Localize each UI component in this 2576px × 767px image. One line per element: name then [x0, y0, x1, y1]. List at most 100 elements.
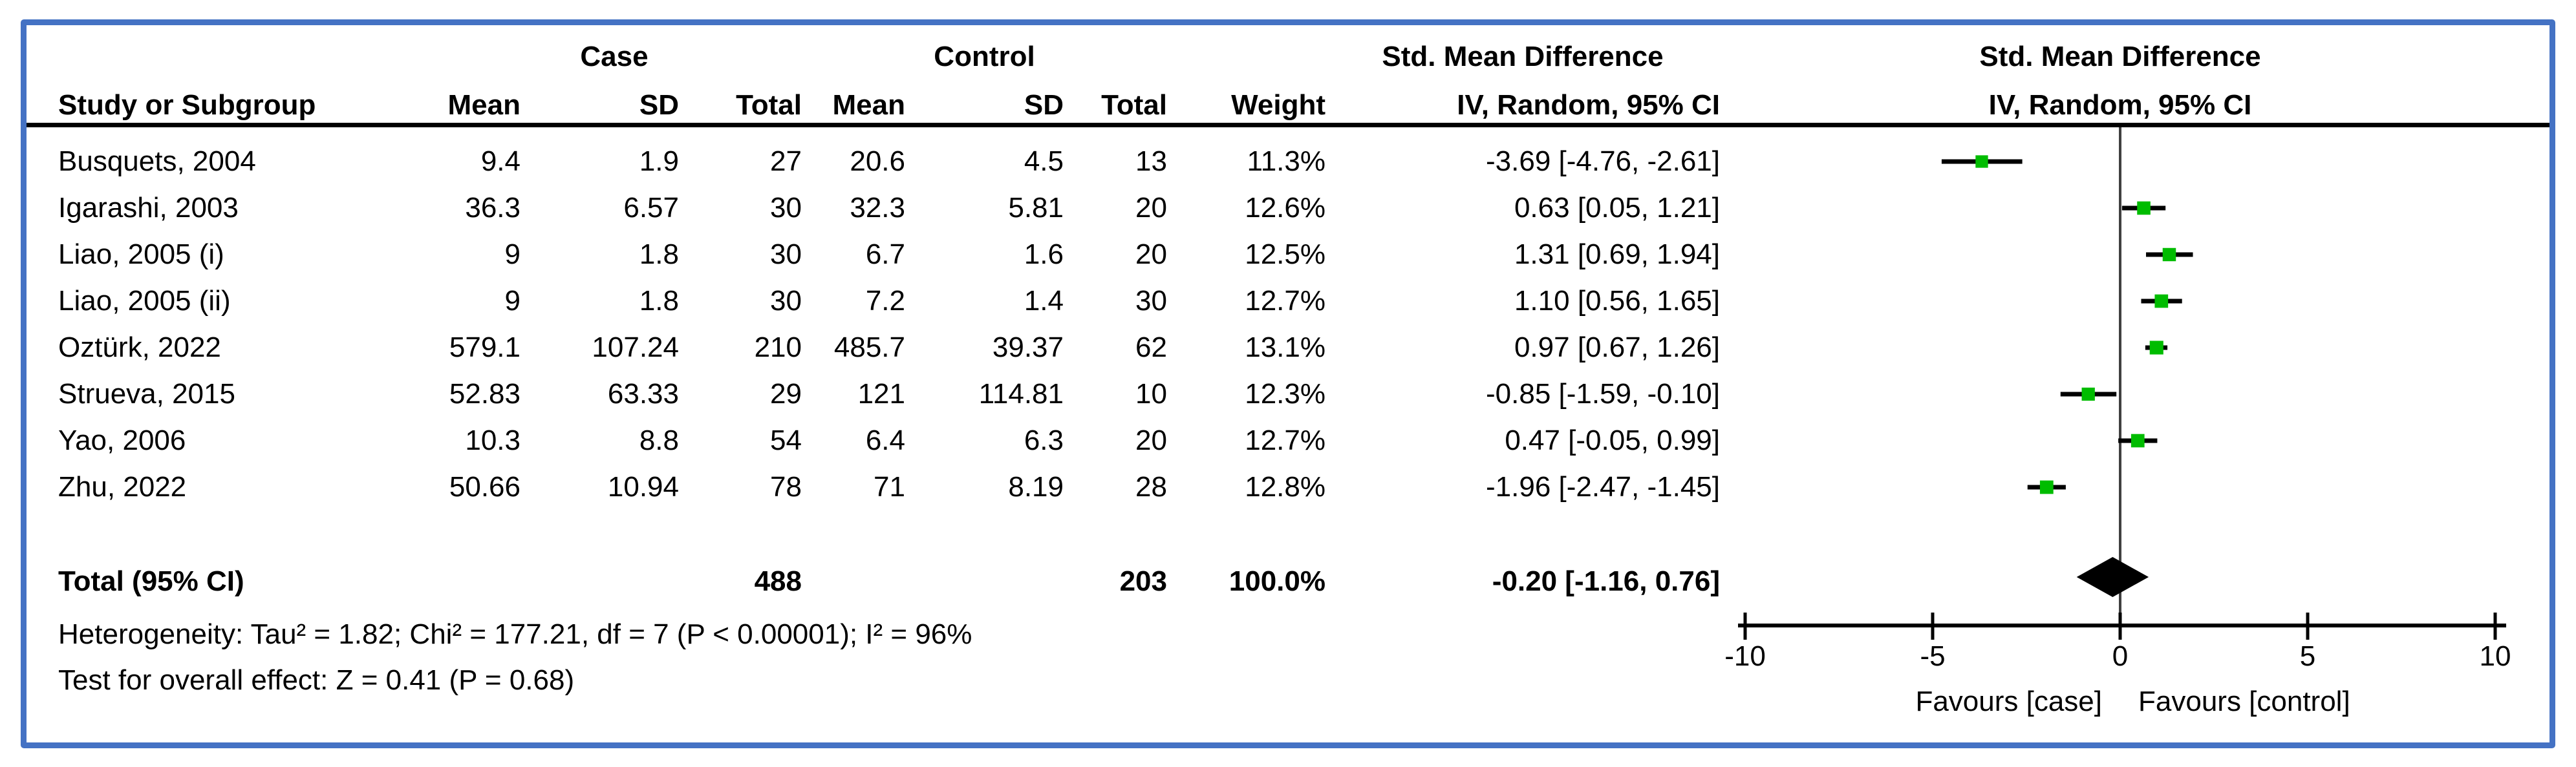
ctrl-total: 30 [1135, 285, 1167, 317]
case-total: 210 [754, 331, 802, 363]
case-mean: 579.1 [449, 331, 521, 363]
total-row: Total (95% CI) 488 203 100.0% -0.20 [-1.… [0, 558, 2576, 605]
group-header-control: Control [934, 41, 1035, 72]
study-name: Strueva, 2015 [58, 378, 235, 410]
ctrl-mean: 32.3 [850, 192, 905, 224]
case-mean: 10.3 [465, 425, 521, 456]
case-total: 78 [770, 471, 802, 503]
col-header-case-sd: SD [639, 89, 679, 121]
ctrl-total: 20 [1135, 425, 1167, 456]
ctrl-total: 28 [1135, 471, 1167, 503]
col-header-ctrl-total: Total [1101, 89, 1167, 121]
case-mean: 50.66 [449, 471, 521, 503]
smd-ci: -3.69 [-4.76, -2.61] [1486, 145, 1720, 177]
ctrl-mean: 20.6 [850, 145, 905, 177]
case-mean: 9 [504, 285, 521, 317]
ctrl-sd: 4.5 [1024, 145, 1064, 177]
ctrl-total: 10 [1135, 378, 1167, 410]
table-row: Liao, 2005 (ii) 9 1.8 30 7.2 1.4 30 12.7% 1.10 [… [0, 278, 2576, 324]
smd-ci: 1.10 [0.56, 1.65] [1514, 285, 1720, 317]
ctrl-sd: 1.6 [1024, 238, 1064, 270]
ctrl-total: 62 [1135, 331, 1167, 363]
study-name: Igarashi, 2003 [58, 192, 239, 224]
ctrl-sd: 114.81 [978, 378, 1064, 410]
overall-effect-note: Test for overall effect: Z = 0.41 (P = 0… [58, 664, 575, 696]
total-case-total: 488 [754, 565, 802, 597]
heterogeneity-note: Heterogeneity: Tau² = 1.82; Chi² = 177.2… [58, 618, 972, 650]
ctrl-sd: 8.19 [1008, 471, 1064, 503]
total-smd-ci: -0.20 [-1.16, 0.76] [1492, 565, 1720, 597]
ctrl-total: 20 [1135, 238, 1167, 270]
table-row: Busquets, 2004 9.4 1.9 27 20.6 4.5 13 11.3% -3.6… [0, 138, 2576, 185]
plot-header-line1: Std. Mean Difference [1979, 41, 2261, 72]
study-name: Busquets, 2004 [58, 145, 256, 177]
ctrl-mean: 71 [874, 471, 905, 503]
case-total: 30 [770, 285, 802, 317]
smd-ci: -1.96 [-2.47, -1.45] [1486, 471, 1720, 503]
smd-ci: 1.31 [0.69, 1.94] [1514, 238, 1720, 270]
ctrl-mean: 485.7 [833, 331, 905, 363]
group-header-smd: Std. Mean Difference [1382, 41, 1664, 72]
smd-ci: -0.85 [-1.59, -0.10] [1486, 378, 1720, 410]
table-row: Liao, 2005 (i) 9 1.8 30 6.7 1.6 20 12.5% 1.31 [0… [0, 231, 2576, 278]
case-mean: 9 [504, 238, 521, 270]
ctrl-total: 20 [1135, 192, 1167, 224]
case-sd: 6.57 [623, 192, 679, 224]
case-total: 54 [770, 425, 802, 456]
case-total: 27 [770, 145, 802, 177]
table-row: Zhu, 2022 50.66 10.94 78 71 8.19 28 12.8% -1.96 … [0, 464, 2576, 510]
weight: 12.6% [1245, 192, 1326, 224]
study-name: Zhu, 2022 [58, 471, 187, 503]
case-sd: 1.8 [639, 285, 679, 317]
col-header-case-total: Total [736, 89, 802, 121]
total-weight: 100.0% [1229, 565, 1326, 597]
case-mean: 36.3 [465, 192, 521, 224]
col-header-iv-ci: IV, Random, 95% CI [1457, 89, 1720, 121]
col-header-ctrl-mean: Mean [832, 89, 905, 121]
case-sd: 1.9 [639, 145, 679, 177]
weight: 12.7% [1245, 425, 1326, 456]
case-sd: 1.8 [639, 238, 679, 270]
case-mean: 9.4 [480, 145, 521, 177]
case-sd: 63.33 [607, 378, 679, 410]
weight: 11.3% [1247, 145, 1326, 177]
total-ctrl-total: 203 [1119, 565, 1167, 597]
ctrl-mean: 6.7 [865, 238, 905, 270]
ctrl-total: 13 [1135, 145, 1167, 177]
table-row: Igarashi, 2003 36.3 6.57 30 32.3 5.81 20 12.6% 0… [0, 185, 2576, 231]
table-row: Oztürk, 2022 579.1 107.24 210 485.7 39.37 62 13… [0, 324, 2576, 371]
ctrl-sd: 39.37 [992, 331, 1064, 363]
col-header-weight: Weight [1231, 89, 1326, 121]
study-name: Yao, 2006 [58, 425, 186, 456]
case-sd: 8.8 [639, 425, 679, 456]
weight: 13.1% [1245, 331, 1326, 363]
ctrl-sd: 1.4 [1024, 285, 1064, 317]
study-name: Oztürk, 2022 [58, 331, 221, 363]
study-name: Liao, 2005 (i) [58, 238, 224, 270]
case-sd: 107.24 [592, 331, 679, 363]
ctrl-sd: 5.81 [1008, 192, 1064, 224]
weight: 12.8% [1245, 471, 1326, 503]
table-row: Strueva, 2015 52.83 63.33 29 121 114.81 10 12.3… [0, 371, 2576, 417]
study-name: Liao, 2005 (ii) [58, 285, 231, 317]
col-header-study: Study or Subgroup [58, 89, 316, 121]
weight: 12.5% [1245, 238, 1326, 270]
case-mean: 52.83 [449, 378, 521, 410]
case-total: 30 [770, 238, 802, 270]
total-row-label: Total (95% CI) [58, 565, 244, 597]
smd-ci: 0.63 [0.05, 1.21] [1514, 192, 1720, 224]
case-total: 29 [770, 378, 802, 410]
weight: 12.3% [1245, 378, 1326, 410]
ctrl-mean: 7.2 [865, 285, 905, 317]
weight: 12.7% [1245, 285, 1326, 317]
smd-ci: 0.97 [0.67, 1.26] [1514, 331, 1720, 363]
plot-header-line2: IV, Random, 95% CI [1988, 89, 2252, 121]
col-header-case-mean: Mean [447, 89, 521, 121]
ctrl-sd: 6.3 [1024, 425, 1064, 456]
case-sd: 10.94 [607, 471, 679, 503]
col-header-ctrl-sd: SD [1024, 89, 1064, 121]
smd-ci: 0.47 [-0.05, 0.99] [1505, 425, 1720, 456]
ctrl-mean: 121 [857, 378, 905, 410]
header-divider-line [27, 123, 2549, 127]
